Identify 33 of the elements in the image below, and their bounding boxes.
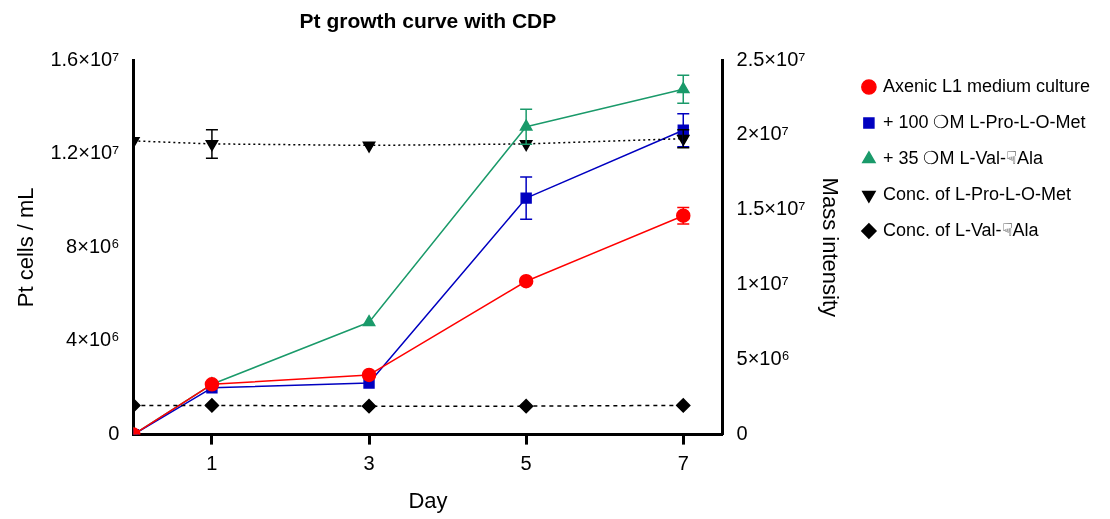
y2-tick-label: 0 xyxy=(736,422,748,445)
x-tick-label: 5 xyxy=(520,452,532,475)
legend-label: + 100 ❍M L-Pro-L-O-Met xyxy=(882,111,1086,132)
y2-tick-label: 2×10⁷ xyxy=(736,122,789,145)
point xyxy=(362,141,376,153)
chart-title: Pt growth curve with CDP xyxy=(299,8,557,32)
y-tick-label: 1.6×10⁷ xyxy=(50,47,120,70)
y2-tick-label: 1.5×10⁷ xyxy=(736,197,806,220)
point xyxy=(204,398,220,413)
point xyxy=(361,398,377,414)
y2-tick-label: 5×10⁶ xyxy=(736,347,790,370)
point xyxy=(520,192,532,204)
point xyxy=(362,314,376,327)
y2-axis-title: Mass intensity xyxy=(817,177,843,317)
y-tick-label: 4×10⁶ xyxy=(66,328,120,351)
x-tick-label: 7 xyxy=(677,452,689,475)
legend-label: Axenic L1 medium culture xyxy=(882,75,1091,96)
legend-label: + 35 ❍M L-Val-☟Ala xyxy=(882,147,1045,168)
point xyxy=(518,398,534,414)
point xyxy=(518,274,534,289)
y-tick-label: 8×10⁶ xyxy=(66,234,120,257)
point xyxy=(676,398,691,413)
y-tick-label: 1.2×10⁷ xyxy=(50,141,120,164)
y-axis-title: Pt cells / mL xyxy=(13,187,39,308)
point xyxy=(361,367,377,383)
legend-label: Conc. of L-Pro-L-O-Met xyxy=(882,183,1071,204)
y2-tick-label: 2.5×10⁷ xyxy=(736,47,806,70)
y-tick-label: 0 xyxy=(108,422,120,445)
legend-label: Conc. of L-Val-☟Ala xyxy=(882,219,1040,240)
x-tick-label: 1 xyxy=(206,452,218,475)
y2-tick-label: 1×10⁷ xyxy=(736,272,789,295)
x-axis-title: Day xyxy=(408,487,448,513)
x-tick-label: 3 xyxy=(363,452,375,475)
